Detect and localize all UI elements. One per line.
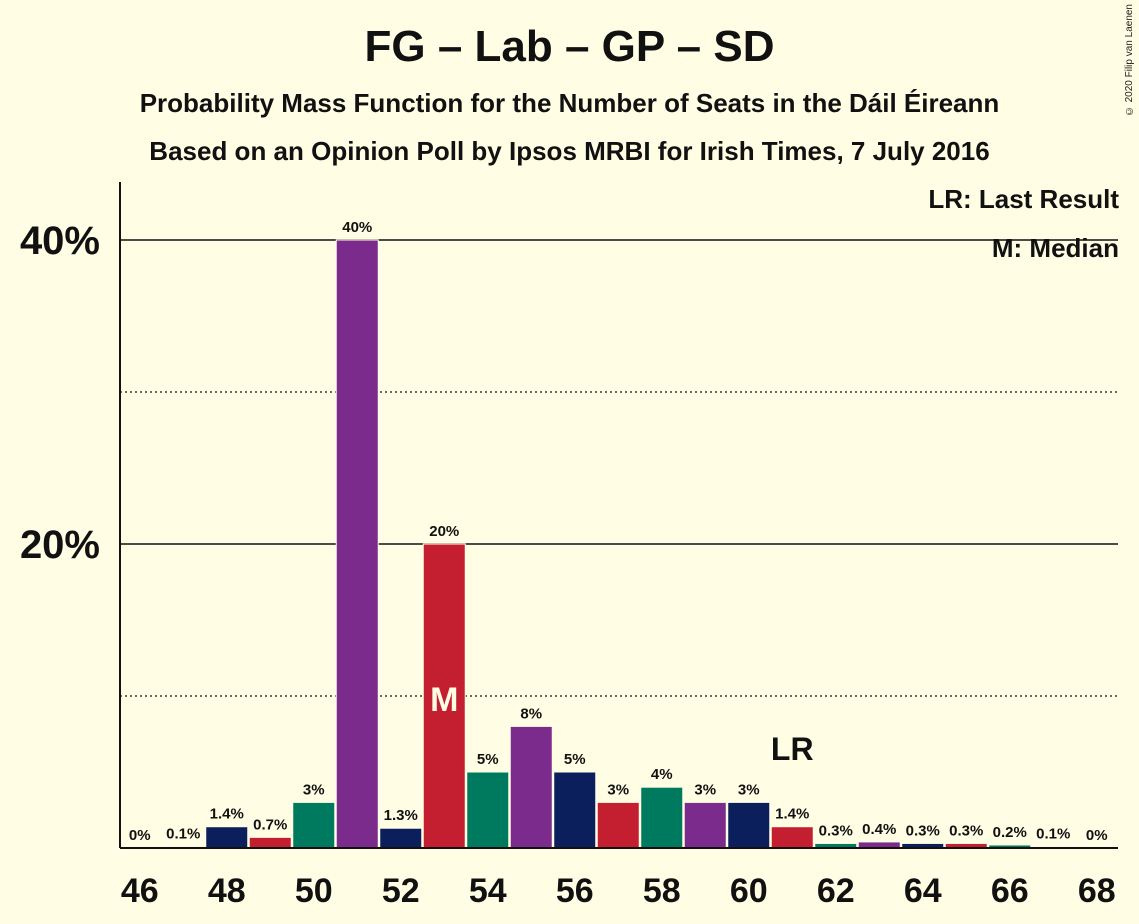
bar-value-label: 0.2% [993,824,1027,841]
bar [379,827,423,849]
x-tick-label: 48 [208,872,246,910]
bar [292,801,336,849]
median-marker: M [430,681,458,719]
bar [335,239,379,849]
x-tick-label: 60 [730,872,768,910]
bar-value-label: 5% [564,751,586,768]
chart-subtitle-1: Probability Mass Function for the Number… [139,88,1000,118]
bar-value-label: 1.4% [210,806,244,823]
bar-value-label: 3% [607,781,629,798]
x-tick-label: 62 [817,872,855,910]
bar-value-label: 3% [303,781,325,798]
bar-value-label: 0.4% [862,821,896,838]
x-tick-label: 54 [469,872,507,910]
legend-last-result: LR: Last Result [928,184,1119,214]
chart-subtitle-2: Based on an Opinion Poll by Ipsos MRBI f… [149,136,990,166]
bar-value-label: 0.7% [253,816,287,833]
bar-value-label: 40% [342,219,372,236]
bar-value-label: 0% [129,827,151,844]
chart-title: FG – Lab – GP – SD [364,22,775,71]
bar [640,786,684,849]
bar-value-label: 0.3% [819,822,853,839]
bar [596,801,640,849]
bar [770,826,814,849]
bar-value-label: 1.4% [775,806,809,823]
bar-value-label: 1.3% [384,807,418,824]
x-tick-label: 52 [382,872,420,910]
x-tick-label: 50 [295,872,333,910]
y-tick-label: 20% [20,523,100,567]
x-tick-label: 46 [121,872,159,910]
bar [683,801,727,849]
legend-median: M: Median [991,233,1119,263]
x-tick-label: 64 [904,872,942,910]
bar [422,543,466,849]
bar-value-label: 0.1% [166,825,200,842]
bar [248,836,292,849]
y-tick-label: 40% [20,219,100,263]
x-tick-label: 56 [556,872,594,910]
bar-value-label: 0.3% [949,822,983,839]
bar [205,826,249,849]
bar-value-label: 4% [651,766,673,783]
bar-value-label: 8% [520,705,542,722]
bar-value-label: 0.1% [1036,825,1070,842]
bar-value-label: 3% [694,781,716,798]
bar-value-label: 0% [1086,827,1108,844]
bar-value-label: 20% [429,523,459,540]
bar-value-label: 0.3% [906,822,940,839]
bar [509,725,553,849]
bar-value-label: 5% [477,751,499,768]
x-tick-label: 58 [643,872,681,910]
bar [553,771,597,849]
bar [727,801,771,849]
bar [466,771,510,849]
x-tick-label: 66 [991,872,1029,910]
last-result-marker: LR [771,731,814,767]
bar-value-label: 3% [738,781,760,798]
x-tick-label: 68 [1078,872,1116,910]
